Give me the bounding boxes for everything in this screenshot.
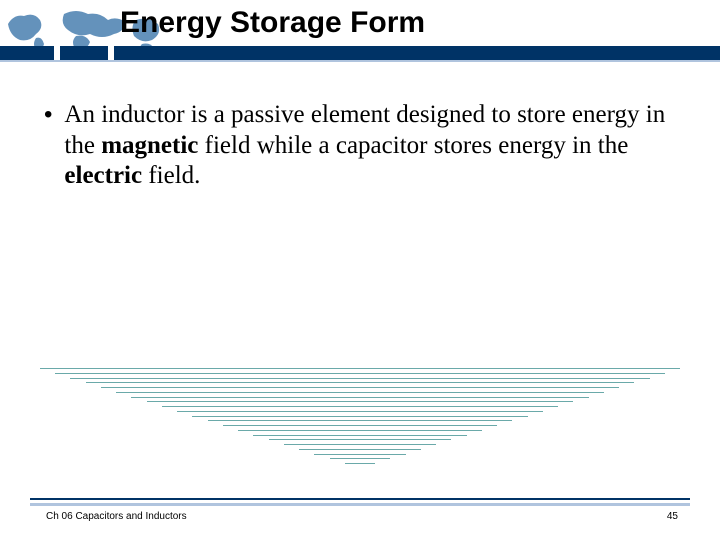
title-bar-accent	[0, 60, 720, 62]
triangle-line	[269, 439, 452, 440]
title-bar-gap	[108, 46, 114, 60]
bullet-dot-icon: •	[44, 100, 52, 130]
text-bold: electric	[64, 162, 142, 189]
triangle-line	[162, 406, 558, 407]
footer-rule-light	[30, 503, 690, 506]
triangle-line	[208, 420, 513, 421]
triangle-line	[314, 454, 405, 455]
triangle-line	[147, 401, 574, 402]
triangle-line	[70, 378, 649, 379]
decorative-triangle	[0, 368, 720, 478]
page-number: 45	[667, 511, 678, 522]
triangle-line	[238, 430, 482, 431]
triangle-line	[177, 411, 543, 412]
slide-title: Energy Storage Form	[120, 6, 425, 40]
triangle-line	[299, 449, 421, 450]
triangle-line	[55, 373, 665, 374]
triangle-line	[192, 416, 527, 417]
triangle-line	[345, 463, 375, 464]
slide-header: Energy Storage Form	[0, 0, 720, 68]
text-run: field.	[142, 162, 200, 189]
triangle-line	[284, 444, 436, 445]
title-bar-gap	[54, 46, 60, 60]
slide: Energy Storage Form • An inductor is a p…	[0, 0, 720, 540]
text-run: field while a capacitor stores energy in…	[198, 132, 628, 159]
text-bold: magnetic	[101, 132, 198, 159]
triangle-line	[223, 425, 497, 426]
triangle-line	[116, 392, 604, 393]
triangle-line	[86, 382, 635, 383]
bullet-text: An inductor is a passive element designe…	[64, 100, 682, 192]
footer-text: Ch 06 Capacitors and Inductors	[46, 511, 187, 522]
bullet-item: • An inductor is a passive element desig…	[38, 100, 682, 192]
triangle-line	[40, 368, 680, 369]
slide-body: • An inductor is a passive element desig…	[38, 100, 682, 192]
triangle-line	[330, 458, 391, 459]
footer-rule-dark	[30, 498, 690, 500]
triangle-line	[253, 435, 466, 436]
triangle-lines	[40, 368, 680, 478]
triangle-line	[101, 387, 619, 388]
triangle-line	[131, 397, 588, 398]
